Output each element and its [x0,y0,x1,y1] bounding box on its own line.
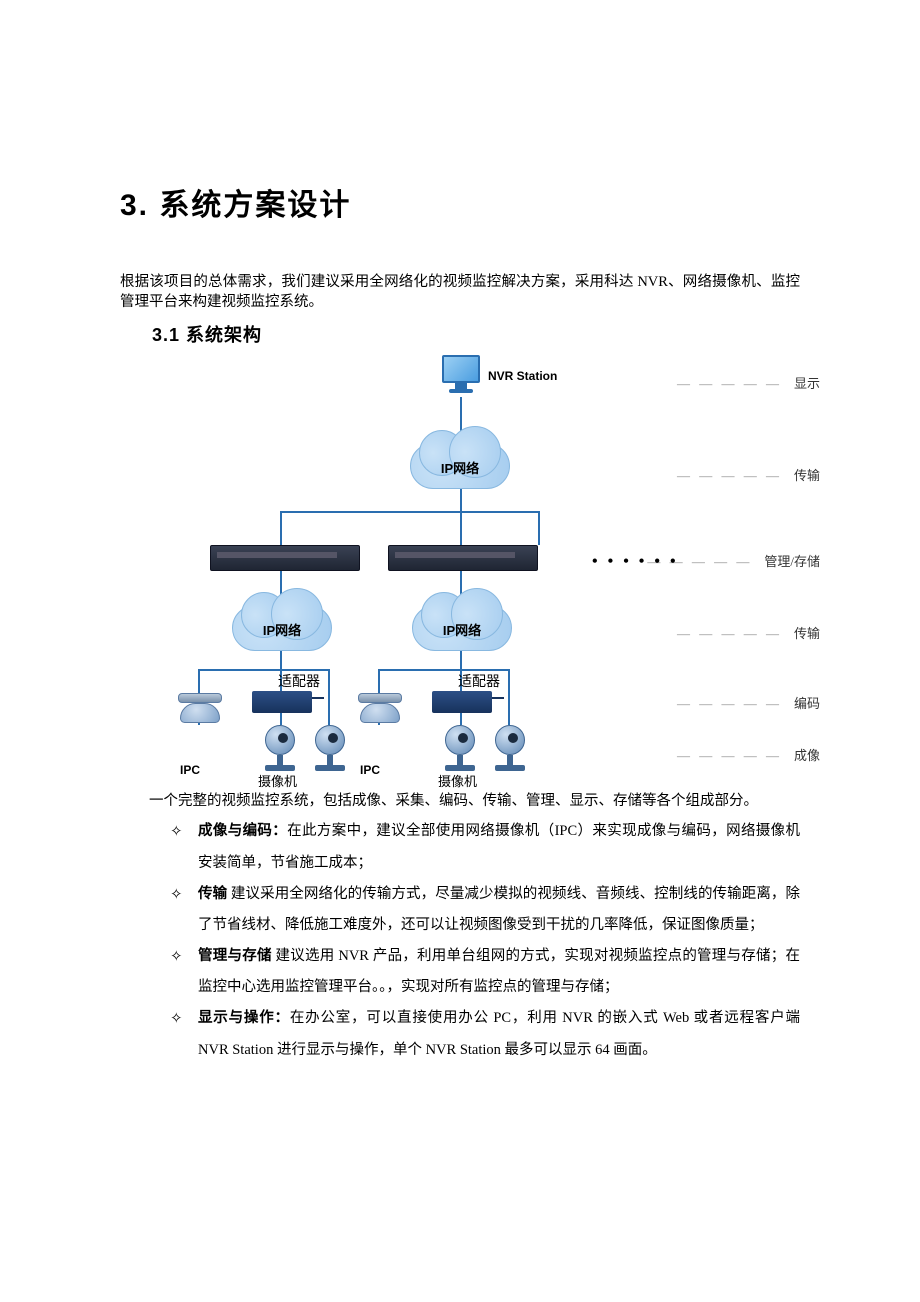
connector-line [538,511,540,545]
body-paragraph-1: 一个完整的视频监控系统，包括成像、采集、编码、传输、管理、显示、存储等各个组成部… [120,791,800,813]
adapter-icon [432,691,492,713]
nvr-device-icon [388,545,538,571]
adapter-label: 适配器 [278,671,320,691]
cloud-label: IP网络 [413,620,511,639]
ptz-camera-icon [260,725,300,771]
layer-label-encode: — — — — —编码 [677,693,820,712]
ip-network-cloud-right: IP网络 [412,605,512,651]
ipc-label: IPC [180,763,200,777]
bullet-title: 显示与操作： [198,1010,290,1026]
nvr-station-label: NVR Station [488,369,557,383]
bullet-title: 成像与编码： [198,823,287,839]
bullet-text: 在此方案中，建议全部使用网络摄像机（IPC）来实现成像与编码，网络摄像机安装简单… [198,823,800,870]
connector-line [460,511,462,545]
ptz-label: 摄像机 [258,771,297,790]
list-item: 传输 建议采用全网络化的传输方式，尽量减少模拟的视频线、音频线、控制线的传输距离… [170,879,800,941]
list-item: 显示与操作：在办公室，可以直接使用办公 PC，利用 NVR 的嵌入式 Web 或… [170,1003,800,1065]
connector-line [280,651,282,669]
ptz-camera-icon [310,725,350,771]
layer-label-transport-2: — — — — —传输 [677,623,820,642]
bullet-text: 建议选用 NVR 产品，利用单台组网的方式，实现对视频监控点的管理与存储；在监控… [198,948,800,995]
nvr-station-monitor-icon [440,355,482,393]
layer-label-imaging: — — — — —成像 [677,745,820,764]
connector-line [328,669,330,725]
heading-1: 3. 系统方案设计 [120,180,800,224]
system-architecture-diagram: — — — — —显示 — — — — —传输 — — — — —管理/存储 —… [160,355,760,785]
bullet-title: 传输 [198,886,227,902]
ptz-camera-icon [490,725,530,771]
ipc-label: IPC [360,763,380,777]
heading-2: 3.1 系统架构 [152,321,800,347]
cloud-label: IP网络 [233,620,331,639]
ipc-camera-icon [178,725,222,759]
adapter-icon [252,691,312,713]
ptz-label: 摄像机 [438,771,477,790]
adapter-label: 适配器 [458,671,500,691]
connector-line [460,489,462,511]
layer-label-display: — — — — —显示 [677,373,820,392]
nvr-device-icon [210,545,360,571]
list-item: 管理与存储 建议选用 NVR 产品，利用单台组网的方式，实现对视频监控点的管理与… [170,941,800,1003]
connector-line [280,713,282,725]
ellipsis: • • • • • • [592,553,679,571]
intro-paragraph: 根据该项目的总体需求，我们建议采用全网络化的视频监控解决方案，采用科达 NVR、… [120,272,800,313]
ptz-camera-icon [440,725,480,771]
connector-line [460,713,462,725]
layer-label-transport-1: — — — — —传输 [677,465,820,484]
bullet-title: 管理与存储 [198,948,272,964]
bullet-list: 成像与编码：在此方案中，建议全部使用网络摄像机（IPC）来实现成像与编码，网络摄… [170,816,800,1065]
ip-network-cloud-left: IP网络 [232,605,332,651]
cloud-label: IP网络 [411,458,509,477]
ipc-camera-icon [358,725,402,759]
ip-network-cloud-top: IP网络 [410,443,510,489]
connector-line [460,651,462,669]
connector-line [280,511,282,545]
connector-line [508,669,510,725]
connector-line [280,511,540,513]
bullet-text: 建议采用全网络化的传输方式，尽量减少模拟的视频线、音频线、控制线的传输距离，除了… [198,886,800,933]
list-item: 成像与编码：在此方案中，建议全部使用网络摄像机（IPC）来实现成像与编码，网络摄… [170,816,800,878]
